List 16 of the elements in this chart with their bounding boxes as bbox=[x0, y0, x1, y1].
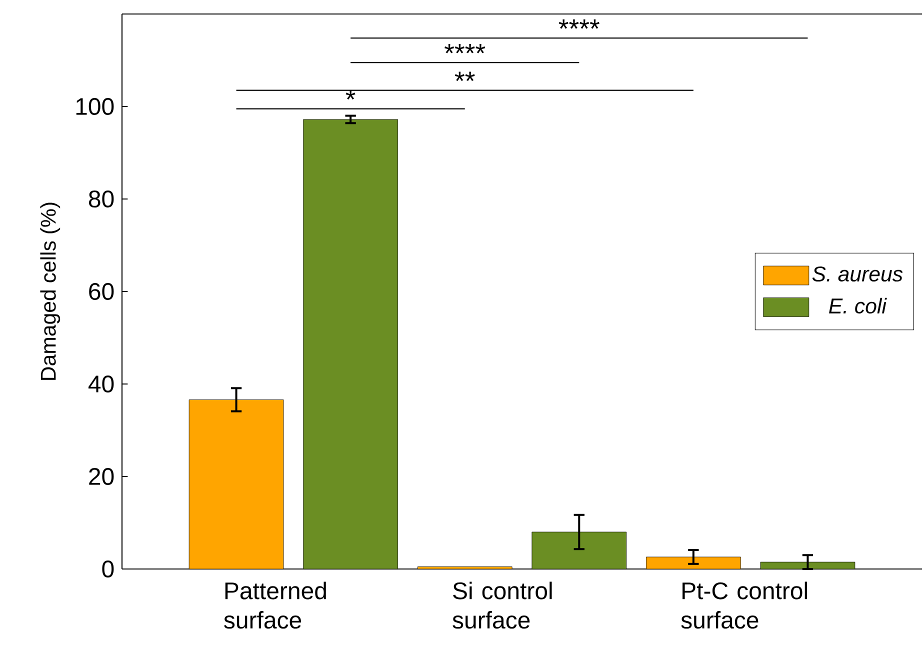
annotation: **** bbox=[444, 44, 486, 54]
y-tick-label: 0 bbox=[102, 560, 114, 578]
legend-label: E. coli bbox=[829, 298, 887, 314]
annotation: * bbox=[346, 90, 356, 100]
y-tick-label: 40 bbox=[88, 375, 114, 392]
y-tick-label: 60 bbox=[89, 282, 114, 300]
y-tick-label: 20 bbox=[89, 468, 114, 485]
y-tick-label: 80 bbox=[88, 190, 114, 208]
x-tick-label: Patterned surface bbox=[224, 582, 326, 629]
annotation: **** bbox=[558, 19, 600, 29]
annotation: ** bbox=[454, 72, 475, 82]
y-axis-title: Damaged cells (%) bbox=[40, 202, 60, 380]
x-tick-label: Pt-C control surface bbox=[681, 582, 807, 629]
x-tick-label: Si control surface bbox=[452, 582, 552, 629]
y-tick-label: 100 bbox=[76, 98, 114, 115]
legend-label: S. aureus bbox=[812, 266, 903, 282]
